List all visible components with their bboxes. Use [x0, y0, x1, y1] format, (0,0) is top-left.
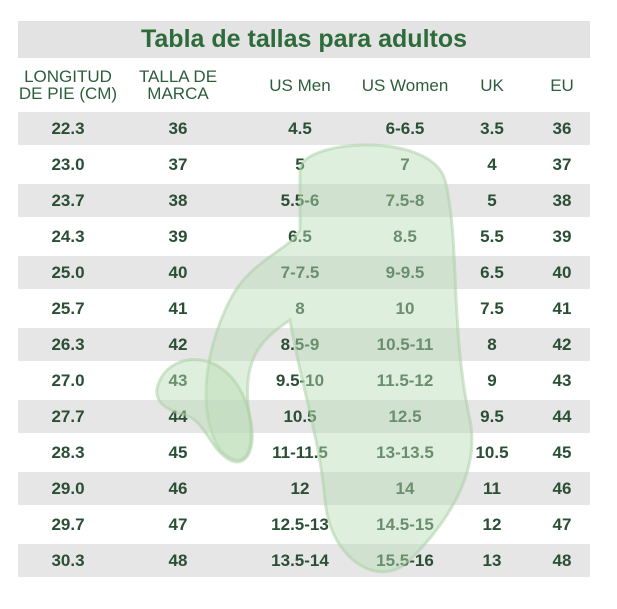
table-cell: 8.5-9 — [280, 335, 320, 354]
table-cell: 13 — [482, 551, 502, 570]
table-cell: 37 — [552, 155, 572, 174]
table-cell: 6.5 — [480, 263, 504, 282]
table-cell: 42 — [552, 335, 572, 354]
table-cell: 45 — [552, 443, 572, 462]
column-header: LONGITUD DE PIE (CM) — [18, 67, 118, 103]
table-cell: 9.5 — [480, 407, 504, 426]
table-cell: 4.5 — [288, 119, 312, 138]
column-header: UK — [480, 75, 504, 95]
table-cell: 36 — [168, 119, 188, 138]
table-cell: 23.7 — [51, 191, 85, 210]
row-band — [18, 112, 590, 145]
table-cell: 40 — [552, 263, 572, 282]
table-cell: 5.5 — [480, 227, 504, 246]
table-cell: 6.5 — [288, 227, 312, 246]
table-cell: 39 — [168, 227, 188, 246]
table-cell: 7.5 — [480, 299, 504, 318]
table-cell: 23.0 — [51, 155, 85, 174]
table-cell: 40 — [168, 263, 188, 282]
table-cell: 9 — [487, 371, 497, 390]
table-cell: 30.3 — [51, 551, 85, 570]
table-cell: 46 — [168, 479, 188, 498]
table-cell: 48 — [552, 551, 572, 570]
table-cell: 25.0 — [51, 263, 85, 282]
table-cell: 12 — [482, 515, 502, 534]
table-cell: 27.0 — [51, 371, 85, 390]
table-cell: 38 — [552, 191, 572, 210]
table-cell: 29.7 — [51, 515, 85, 534]
table-cell: 48 — [168, 551, 188, 570]
table-cell: 24.3 — [51, 227, 85, 246]
table-cell: 11-11.5 — [272, 443, 328, 462]
table-cell: 25.7 — [51, 299, 85, 318]
table-cell: 43 — [552, 371, 572, 390]
table-cell: 46 — [552, 479, 572, 498]
table-cell: 5 — [487, 191, 497, 210]
column-header: US Men — [269, 75, 331, 95]
column-header: US Women — [361, 75, 449, 95]
table-cell: 41 — [168, 299, 188, 318]
table-cell: 3.5 — [480, 119, 504, 138]
table-cell: 22.3 — [51, 119, 85, 138]
table-cell: 47 — [552, 515, 572, 534]
table-cell: 10.5 — [283, 407, 317, 426]
table-cell: 41 — [552, 299, 572, 318]
table-cell: 9.5-10 — [275, 371, 325, 390]
table-title: Tabla de tallas para adultos — [18, 21, 590, 58]
table-cell: 44 — [168, 407, 188, 426]
table-cell: 7-7.5 — [280, 263, 320, 282]
table-cell: 37 — [168, 155, 188, 174]
table-cell: 5 — [295, 155, 305, 174]
table-cell: 39 — [552, 227, 572, 246]
table-cell: 28.3 — [51, 443, 85, 462]
table-cell: 43 — [168, 371, 188, 390]
table-cell: 4 — [487, 155, 497, 174]
table-cell: 5.5-6 — [280, 191, 320, 210]
table-cell: 36 — [552, 119, 572, 138]
table-cell: 12 — [290, 479, 310, 498]
column-header: TALLA DE MARCA — [138, 67, 218, 103]
table-cell: 38 — [168, 191, 188, 210]
table-cell: 10.5 — [475, 443, 509, 462]
table-cell: 29.0 — [51, 479, 85, 498]
table-cell: 12.5-13 — [271, 515, 329, 534]
table-cell: 8 — [295, 299, 305, 318]
table-cell: 13.5-14 — [271, 551, 329, 570]
table-cell: 42 — [168, 335, 188, 354]
table-cell: 26.3 — [51, 335, 85, 354]
table-cell: 47 — [168, 515, 188, 534]
table-cell: 27.7 — [51, 407, 85, 426]
table-cell: 11 — [483, 479, 501, 498]
table-cell: 8 — [487, 335, 497, 354]
table-cell: 44 — [552, 407, 572, 426]
table-cell: 6-6.5 — [385, 119, 425, 138]
column-header: EU — [550, 75, 574, 95]
table-cell: 45 — [168, 443, 188, 462]
